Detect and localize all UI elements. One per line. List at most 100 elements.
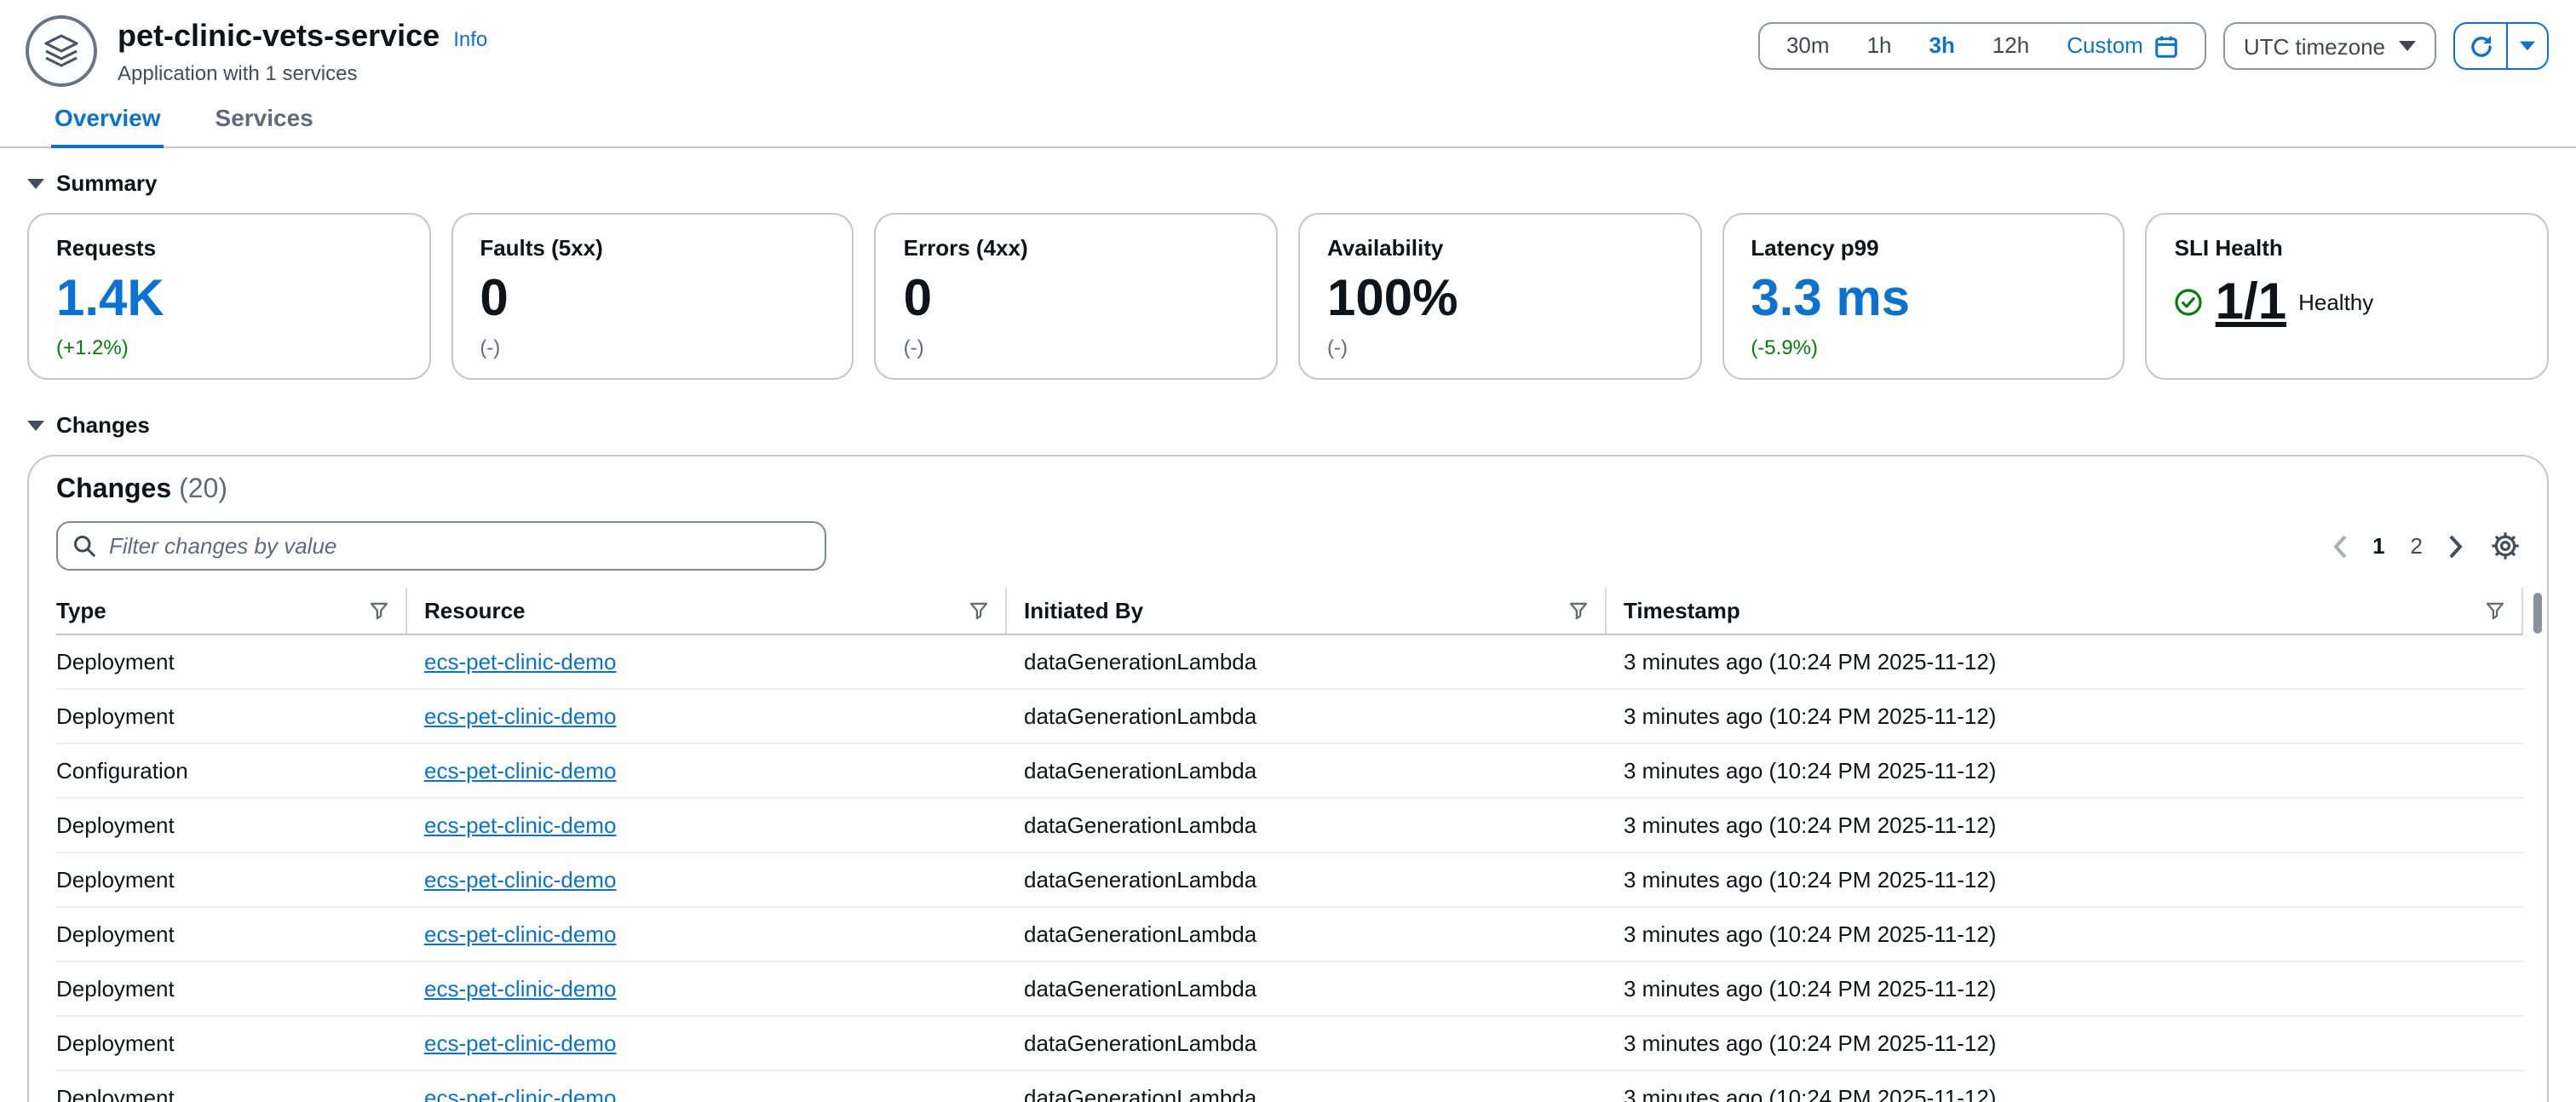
pagination: 1 2: [2332, 533, 2464, 559]
summary-section-toggle[interactable]: Summary: [0, 148, 2576, 213]
errors-value: 0: [903, 271, 933, 327]
summary-card-availability: Availability 100% (-): [1298, 213, 1702, 380]
tab-overview[interactable]: Overview: [51, 92, 164, 148]
filter-funnel-icon[interactable]: [1567, 600, 1590, 622]
resource-cell: ecs-pet-clinic-demo: [407, 690, 1007, 743]
time-range-1h[interactable]: 1h: [1866, 32, 1892, 58]
summary-card-sli-health: SLI Health 1/1 Healthy: [2145, 213, 2549, 380]
initiated-by-cell: dataGenerationLambda: [1024, 1085, 1257, 1102]
resource-cell: ecs-pet-clinic-demo: [407, 799, 1007, 852]
refresh-options-button[interactable]: [2506, 24, 2547, 68]
changes-section-toggle[interactable]: Changes: [0, 380, 2576, 455]
page-number-1[interactable]: 1: [2372, 533, 2385, 559]
resource-link[interactable]: ecs-pet-clinic-demo: [424, 921, 617, 947]
table-body: Deployment ecs-pet-clinic-demo dataGener…: [56, 635, 2523, 1102]
resource-link[interactable]: ecs-pet-clinic-demo: [424, 812, 617, 838]
column-label: Type: [56, 598, 106, 623]
summary-cards: Requests 1.4K (+1.2%) Faults (5xx) 0 (-)…: [0, 213, 2576, 380]
next-page-button[interactable]: [2448, 534, 2464, 558]
resource-link[interactable]: ecs-pet-clinic-demo: [424, 867, 617, 893]
latency-delta: (-5.9%): [1751, 335, 1818, 359]
calendar-icon: [2155, 35, 2177, 57]
gear-icon: [2492, 532, 2519, 560]
page-number-2[interactable]: 2: [2410, 533, 2423, 559]
timezone-dropdown[interactable]: UTC timezone: [2222, 22, 2436, 70]
custom-range-label: Custom: [2067, 32, 2143, 58]
resource-cell: ecs-pet-clinic-demo: [407, 853, 1007, 906]
time-range-3h[interactable]: 3h: [1929, 32, 1955, 58]
check-circle-icon: [2176, 289, 2203, 317]
resource-link[interactable]: ecs-pet-clinic-demo: [424, 976, 617, 1002]
initiated-by-cell: dataGenerationLambda: [1024, 867, 1257, 893]
column-label: Resource: [424, 598, 526, 623]
change-type-cell: Deployment: [56, 921, 175, 947]
refresh-button[interactable]: [2455, 24, 2506, 68]
caret-down-icon: [2399, 41, 2416, 51]
resource-cell: ecs-pet-clinic-demo: [407, 744, 1007, 797]
table-header-row: Type Resource Initiated By: [56, 588, 2523, 635]
info-link[interactable]: Info: [453, 27, 488, 51]
table-row: Deployment ecs-pet-clinic-demo dataGener…: [56, 908, 2523, 962]
resource-link[interactable]: ecs-pet-clinic-demo: [424, 1085, 617, 1102]
change-type-cell: Deployment: [56, 703, 175, 729]
filter-funnel-icon[interactable]: [368, 600, 390, 622]
change-type-cell: Deployment: [56, 976, 175, 1002]
card-title: Errors (4xx): [903, 235, 1028, 261]
resource-cell: ecs-pet-clinic-demo: [407, 908, 1007, 961]
table-row: Deployment ecs-pet-clinic-demo dataGener…: [56, 1071, 2523, 1102]
table-scrollbar[interactable]: [2533, 593, 2542, 634]
table-row: Deployment ecs-pet-clinic-demo dataGener…: [56, 853, 2523, 908]
initiated-by-cell: dataGenerationLambda: [1024, 758, 1257, 783]
resource-cell: ecs-pet-clinic-demo: [407, 962, 1007, 1015]
latency-value[interactable]: 3.3 ms: [1751, 271, 1911, 327]
filter-search: [56, 521, 826, 571]
summary-card-faults: Faults (5xx) 0 (-): [451, 213, 854, 380]
initiated-by-cell: dataGenerationLambda: [1024, 649, 1257, 674]
changes-count: (20): [179, 475, 227, 504]
requests-value[interactable]: 1.4K: [56, 271, 164, 327]
changes-panel: Changes (20) 1 2: [27, 455, 2549, 1102]
sli-status-label: Healthy: [2298, 290, 2374, 316]
caret-down-icon: [27, 420, 44, 430]
time-range-selector: 30m 1h 3h 12h Custom: [1758, 22, 2206, 70]
filter-changes-input[interactable]: [56, 521, 826, 571]
timestamp-cell: 3 minutes ago (10:24 PM 2025-11-12): [1624, 649, 1997, 674]
timestamp-cell: 3 minutes ago (10:24 PM 2025-11-12): [1624, 1030, 1997, 1056]
application-logo: [26, 15, 97, 87]
faults-delta: (-): [480, 335, 501, 359]
column-header-resource: Resource: [407, 588, 1007, 634]
timestamp-cell: 3 minutes ago (10:24 PM 2025-11-12): [1624, 867, 1997, 893]
timestamp-cell: 3 minutes ago (10:24 PM 2025-11-12): [1624, 976, 1997, 1002]
column-label: Timestamp: [1624, 598, 1740, 623]
caret-down-icon: [27, 178, 44, 188]
timestamp-cell: 3 minutes ago (10:24 PM 2025-11-12): [1624, 1085, 1997, 1102]
filter-funnel-icon[interactable]: [968, 600, 990, 622]
time-range-12h[interactable]: 12h: [1992, 32, 2030, 58]
refresh-split-button: [2453, 22, 2549, 70]
time-range-30m[interactable]: 30m: [1785, 32, 1830, 58]
changes-panel-title: Changes: [56, 475, 172, 504]
resource-link[interactable]: ecs-pet-clinic-demo: [424, 703, 617, 729]
magnifier-icon: [72, 533, 97, 567]
timestamp-cell: 3 minutes ago (10:24 PM 2025-11-12): [1624, 758, 1997, 783]
summary-card-errors: Errors (4xx) 0 (-): [874, 213, 1278, 380]
column-header-initiated-by: Initiated By: [1007, 588, 1607, 634]
timezone-label: UTC timezone: [2243, 33, 2385, 59]
initiated-by-cell: dataGenerationLambda: [1024, 812, 1257, 838]
sli-value[interactable]: 1/1: [2215, 274, 2287, 330]
previous-page-button[interactable]: [2332, 534, 2347, 558]
time-range-custom[interactable]: Custom: [2048, 24, 2198, 68]
table-settings-button[interactable]: [2491, 531, 2520, 560]
timestamp-cell: 3 minutes ago (10:24 PM 2025-11-12): [1624, 921, 1997, 947]
filter-funnel-icon[interactable]: [2484, 600, 2506, 622]
change-type-cell: Deployment: [56, 1030, 175, 1056]
resource-link[interactable]: ecs-pet-clinic-demo: [424, 758, 617, 783]
resource-link[interactable]: ecs-pet-clinic-demo: [424, 1030, 617, 1056]
change-type-cell: Configuration: [56, 758, 188, 783]
table-row: Deployment ecs-pet-clinic-demo dataGener…: [56, 799, 2523, 853]
resource-link[interactable]: ecs-pet-clinic-demo: [424, 649, 617, 674]
tab-services[interactable]: Services: [215, 104, 313, 131]
summary-card-latency: Latency p99 3.3 ms (-5.9%): [1722, 213, 2125, 380]
table-row: Deployment ecs-pet-clinic-demo dataGener…: [56, 962, 2523, 1017]
